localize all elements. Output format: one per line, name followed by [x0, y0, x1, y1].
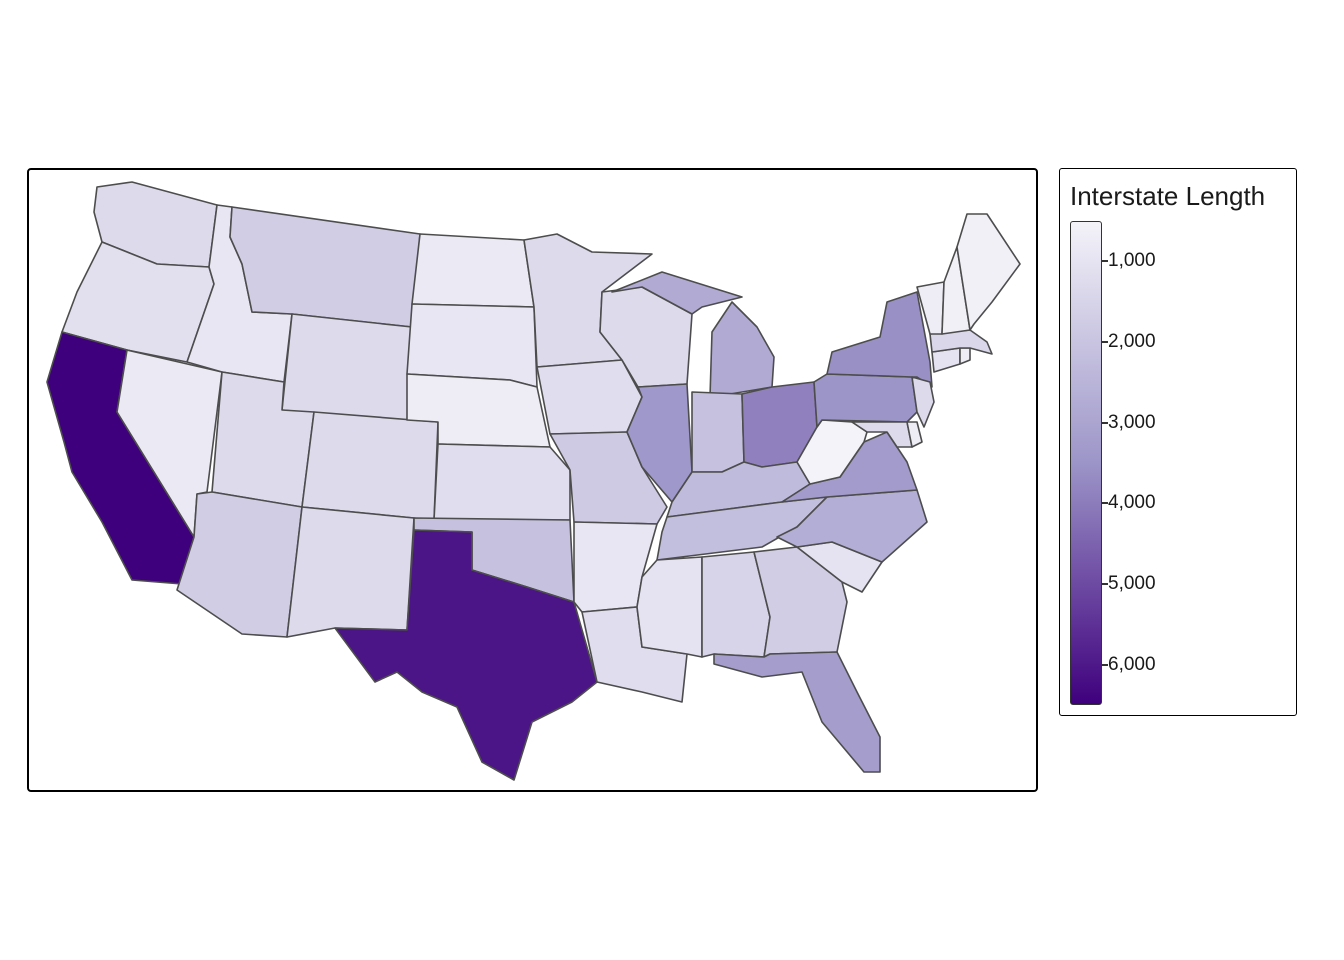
state-delaware[interactable]: [906, 421, 923, 448]
map-panel: [27, 168, 1038, 792]
state-montana[interactable]: [229, 206, 421, 328]
state-florida[interactable]: [713, 651, 881, 773]
legend-title: Interstate Length: [1070, 181, 1266, 211]
state-new-mexico[interactable]: [286, 506, 415, 638]
legend-tick-label: 3,000: [1108, 411, 1156, 433]
state-new-jersey[interactable]: [911, 376, 935, 428]
legend-tick-label: 5,000: [1108, 573, 1156, 594]
state-illinois[interactable]: [626, 383, 693, 503]
state-wyoming[interactable]: [281, 313, 413, 423]
us-states-map: [46, 181, 1021, 781]
legend-tick-mark: [1102, 663, 1108, 666]
state-mississippi[interactable]: [636, 556, 703, 658]
state-texas[interactable]: [334, 529, 598, 781]
legend-tick-label: 2,000: [1108, 331, 1156, 352]
state-arizona[interactable]: [176, 491, 303, 638]
state-pennsylvania[interactable]: [813, 373, 918, 428]
state-colorado[interactable]: [301, 411, 439, 521]
state-iowa[interactable]: [536, 359, 643, 435]
state-kansas[interactable]: [433, 443, 571, 521]
state-rhode-island[interactable]: [959, 347, 971, 365]
legend-tick-mark: [1102, 502, 1108, 505]
state-massachusetts[interactable]: [929, 329, 993, 355]
state-maine[interactable]: [956, 213, 1021, 331]
legend-tick-label: 4,000: [1108, 492, 1156, 514]
legend-tick-mark: [1102, 341, 1108, 343]
state-north-carolina[interactable]: [776, 489, 928, 563]
legend: Interstate Length 1,000 2,000 3,000 4,000 5,…: [1059, 168, 1297, 716]
legend-tick-mark: [1102, 260, 1108, 263]
legend-tick-label: 1,000: [1108, 250, 1156, 272]
legend-color-bar: [1070, 221, 1102, 705]
state-north-dakota[interactable]: [411, 233, 535, 308]
legend-tick-mark: [1102, 421, 1108, 424]
legend-tick-mark: [1102, 583, 1108, 585]
state-michigan[interactable]: [611, 271, 775, 398]
legend-tick-label: 6,000: [1108, 653, 1156, 675]
state-new-york[interactable]: [826, 291, 933, 388]
state-indiana[interactable]: [691, 391, 745, 473]
